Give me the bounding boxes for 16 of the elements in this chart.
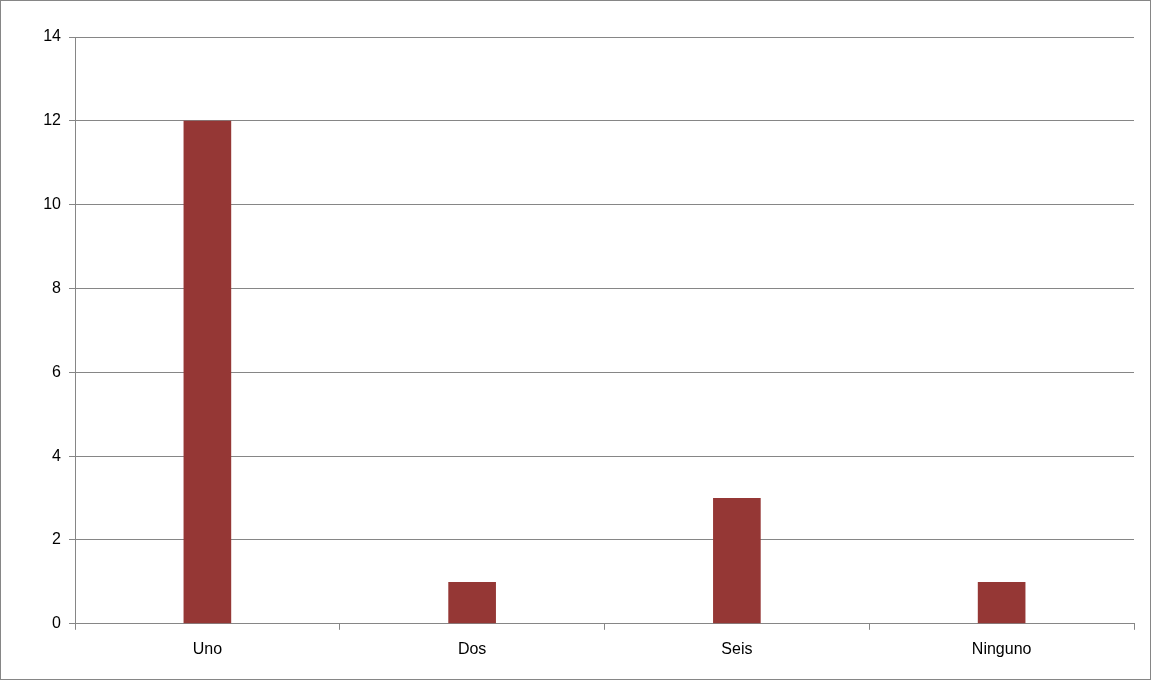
- y-tick-label: 14: [43, 27, 62, 45]
- bar: [977, 581, 1026, 624]
- y-tick-label: 10: [43, 195, 62, 213]
- y-tick-label: 8: [52, 278, 62, 296]
- x-tick-label: Ninguno: [971, 639, 1032, 657]
- bar: [713, 498, 761, 624]
- x-tick-label: Seis: [721, 639, 753, 657]
- y-tick-label: 6: [52, 362, 62, 380]
- y-tick-label: 0: [52, 614, 62, 632]
- bar: [448, 581, 496, 624]
- y-tick-label: 2: [52, 530, 62, 548]
- x-tick-label: Uno: [192, 639, 223, 657]
- bar: [183, 120, 232, 624]
- y-tick-label: 12: [43, 111, 62, 129]
- y-tick-label: 4: [52, 446, 62, 464]
- x-tick-label: Dos: [457, 639, 487, 657]
